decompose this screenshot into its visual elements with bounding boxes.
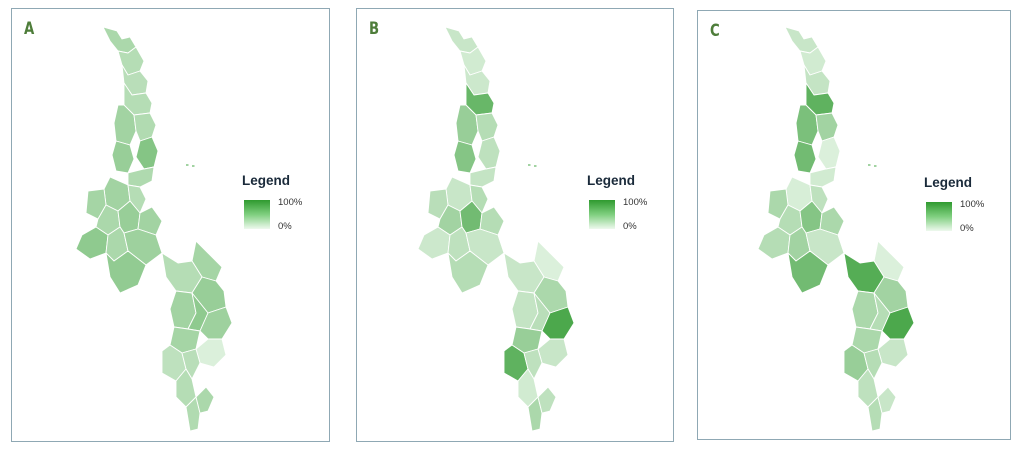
- legend-color-ramp: [244, 200, 270, 229]
- map-b: [417, 26, 575, 432]
- district-region: [102, 26, 137, 54]
- district-region: [877, 386, 897, 414]
- map-panel-a: A Legend 100% 0%: [11, 8, 330, 442]
- district-region: [181, 348, 201, 380]
- island-mark: [192, 165, 195, 167]
- district-region: [793, 140, 817, 174]
- district-region: [863, 348, 883, 380]
- panel-label: B: [369, 19, 380, 39]
- district-region: [877, 338, 909, 368]
- panel-label: A: [24, 19, 35, 39]
- map-panel-b: B Legend 100% 0%: [356, 8, 674, 442]
- legend-max-label: 100%: [278, 197, 303, 208]
- district-region: [105, 250, 147, 294]
- legend-color-ramp: [589, 200, 615, 229]
- district-region: [75, 226, 109, 260]
- district-region: [447, 250, 489, 294]
- panel-label: C: [710, 21, 720, 41]
- district-region: [469, 184, 489, 214]
- district-region: [453, 140, 477, 174]
- legend-min-label: 0%: [278, 221, 292, 232]
- island-mark: [534, 165, 537, 167]
- island-mark: [186, 164, 189, 166]
- legend-min-label: 0%: [960, 223, 974, 234]
- district-region: [787, 250, 829, 294]
- district-region: [195, 338, 227, 368]
- district-region: [817, 136, 841, 170]
- island-mark: [868, 164, 871, 166]
- district-region: [127, 184, 147, 214]
- legend-color-ramp: [926, 202, 952, 231]
- map-c: [757, 26, 915, 432]
- district-region: [784, 26, 819, 54]
- district-region: [795, 104, 819, 146]
- district-region: [469, 166, 497, 188]
- legend-title: Legend: [587, 173, 636, 188]
- legend-max-label: 100%: [623, 197, 648, 208]
- district-region: [819, 206, 845, 236]
- district-region: [113, 104, 137, 146]
- district-region: [479, 206, 505, 236]
- legend-title: Legend: [242, 173, 291, 188]
- district-region: [417, 226, 451, 260]
- district-region: [537, 386, 557, 414]
- district-region: [757, 226, 791, 260]
- district-region: [809, 166, 837, 188]
- district-region: [133, 112, 157, 142]
- district-region: [127, 166, 155, 188]
- district-region: [195, 386, 215, 414]
- district-region: [537, 338, 569, 368]
- district-region: [444, 26, 479, 54]
- island-mark: [874, 165, 877, 167]
- district-region: [815, 112, 839, 142]
- legend-min-label: 0%: [623, 221, 637, 232]
- district-region: [475, 112, 499, 142]
- district-region: [809, 184, 829, 214]
- map-a: [75, 26, 233, 432]
- district-region: [477, 136, 501, 170]
- district-region: [135, 136, 159, 170]
- map-panel-c: C Legend 100% 0%: [697, 10, 1011, 440]
- district-region: [111, 140, 135, 174]
- island-mark: [528, 164, 531, 166]
- district-region: [455, 104, 479, 146]
- district-region: [137, 206, 163, 236]
- legend-title: Legend: [924, 175, 973, 190]
- legend-max-label: 100%: [960, 199, 985, 210]
- district-region: [523, 348, 543, 380]
